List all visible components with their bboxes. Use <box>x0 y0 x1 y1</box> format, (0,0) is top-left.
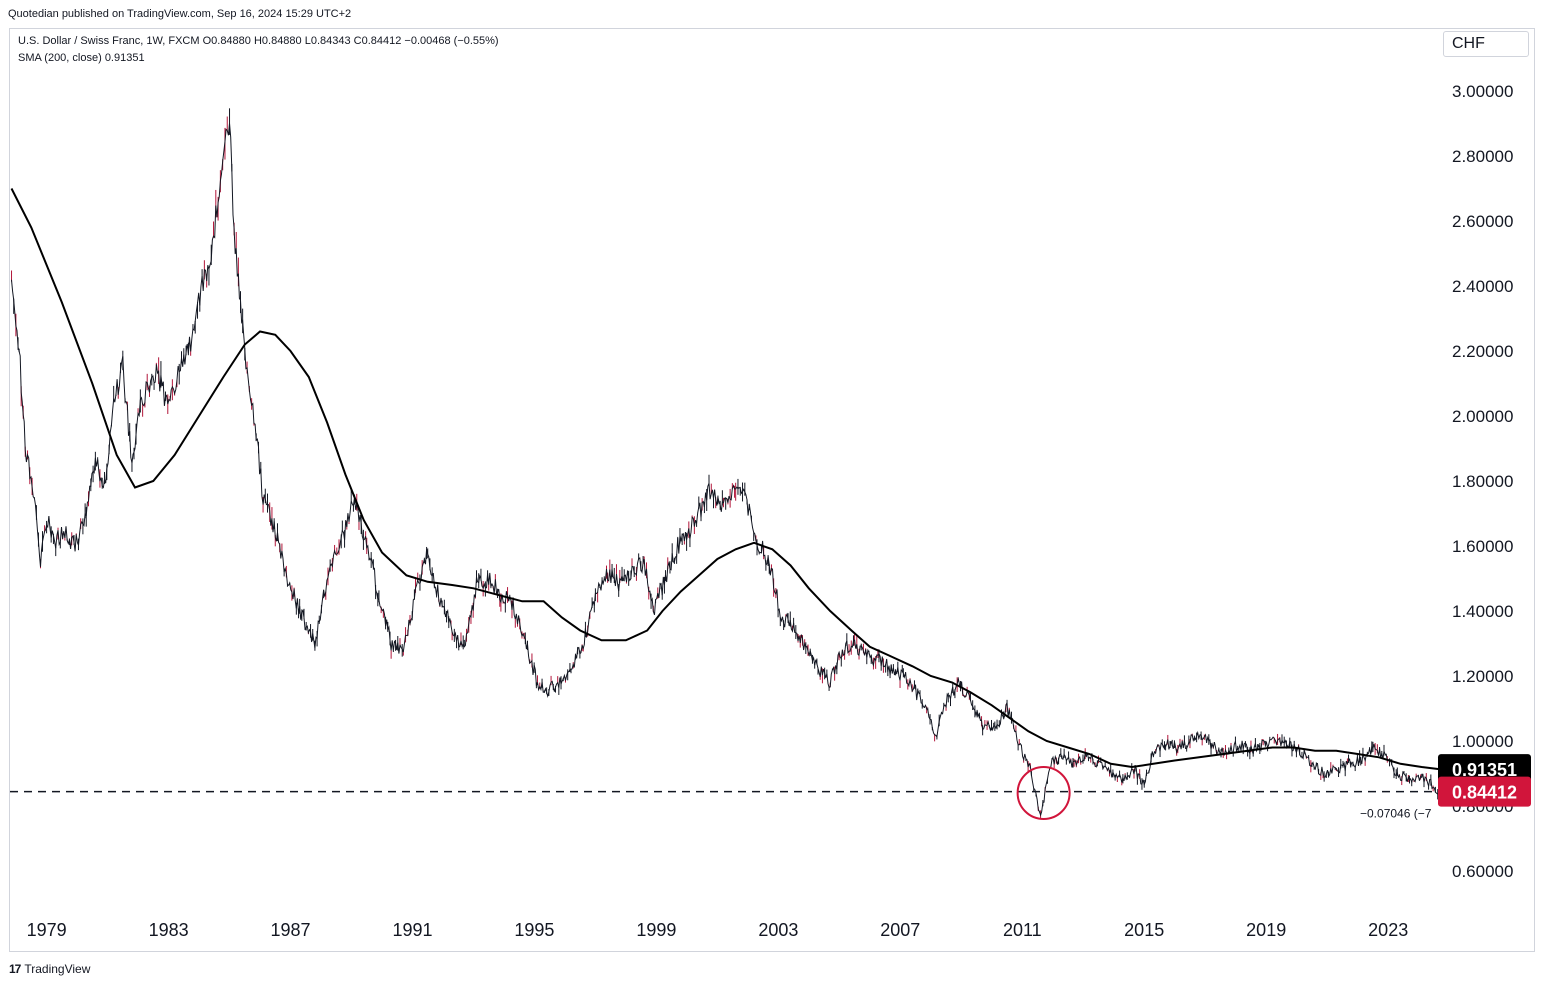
x-tick-label: 1979 <box>27 920 67 940</box>
circle-annotation <box>1016 766 1071 820</box>
x-tick-label: 2003 <box>758 920 798 940</box>
x-tick-label: 2007 <box>880 920 920 940</box>
y-tick-label: 1.80000 <box>1452 472 1513 491</box>
x-tick-label: 1987 <box>270 920 310 940</box>
y-tick-label: 1.20000 <box>1452 667 1513 686</box>
y-tick-label: 3.00000 <box>1452 82 1513 101</box>
chart-frame <box>9 28 1535 952</box>
footer: 17 TradingView <box>9 962 90 976</box>
y-tick-label: 1.40000 <box>1452 602 1513 621</box>
y-tick-label: 1.60000 <box>1452 537 1513 556</box>
price-series-line <box>11 123 1439 817</box>
x-tick-label: 1999 <box>636 920 676 940</box>
footer-brand[interactable]: TradingView <box>24 962 91 976</box>
hline-difference-label: −0.07046 (−7 <box>1360 807 1432 821</box>
y-tick-label: 2.00000 <box>1452 407 1513 426</box>
x-tick-label: 1995 <box>514 920 554 940</box>
x-tick-label: 1983 <box>149 920 189 940</box>
sma-price-tag <box>1438 754 1531 785</box>
time-axis: 1979 1983 1987 1991 1995 1999 2003 2007 2011 2015… <box>27 920 1409 940</box>
y-tick-label: 2.40000 <box>1452 277 1513 296</box>
x-tick-label: 1991 <box>392 920 432 940</box>
x-tick-label: 2011 <box>1003 920 1042 940</box>
tradingview-logo-icon: 17 <box>9 962 21 976</box>
y-tick-label: 2.80000 <box>1452 147 1513 166</box>
y-tick-label: 0.60000 <box>1452 862 1513 881</box>
sma-price-tag-text: 0.91351 <box>1452 760 1517 780</box>
y-tick-label: 2.20000 <box>1452 342 1513 361</box>
y-tick-label: 2.60000 <box>1452 212 1513 231</box>
y-tick-label: 1.00000 <box>1452 732 1513 751</box>
x-tick-label: 2019 <box>1246 920 1286 940</box>
x-tick-label: 2023 <box>1368 920 1408 940</box>
sma-legend[interactable]: SMA (200, close) 0.91351 <box>18 52 145 64</box>
symbol-legend[interactable]: U.S. Dollar / Swiss Franc, 1W, FXCM O0.8… <box>18 35 499 47</box>
series-layer <box>10 108 1441 819</box>
close-price-tag <box>1438 776 1531 807</box>
sma-line <box>10 188 1441 771</box>
x-tick-label: 2015 <box>1124 920 1164 940</box>
close-price-tag-text: 0.84412 <box>1452 783 1517 803</box>
currency-button[interactable]: CHF <box>1443 31 1529 57</box>
publisher-attribution: Quotedian published on TradingView.com, … <box>8 8 352 20</box>
overlay-layer: −0.07046 (−7 0.91351 0.84412 <box>10 754 1531 821</box>
